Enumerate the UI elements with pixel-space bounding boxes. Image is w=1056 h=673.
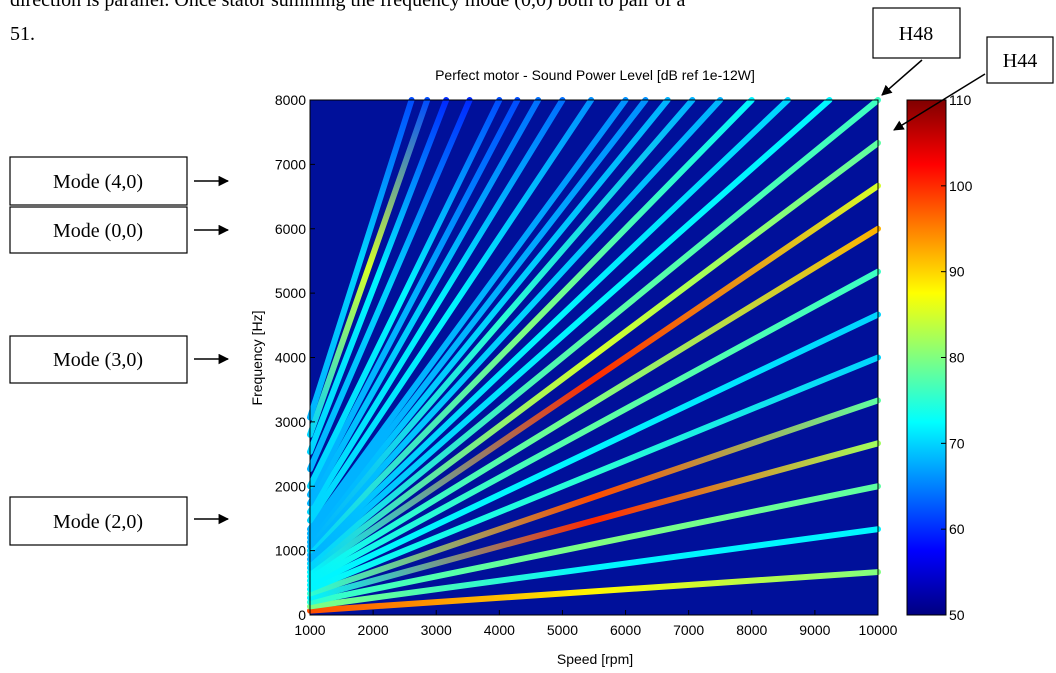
order-line <box>307 97 629 533</box>
document-text: direction is parallel. Once stator summi… <box>10 0 685 11</box>
colorbar-tick-label: 80 <box>949 350 965 366</box>
order-line <box>307 97 473 473</box>
y-axis-label: Frequency [Hz] <box>249 311 265 406</box>
annotation-box <box>9 206 188 254</box>
chart-title: Perfect motor - Sound Power Level [dB re… <box>435 67 755 83</box>
order-line <box>307 97 755 554</box>
annotation: H48 <box>899 23 933 45</box>
x-tick-label: 1000 <box>294 622 325 638</box>
y-tick-label: 4000 <box>275 350 306 366</box>
y-tick-label: 0 <box>298 607 306 623</box>
annotations: Mode (4,0) Mode (0,0) Mode (3,0) Mode (2… <box>9 7 1054 546</box>
order-line <box>307 97 521 498</box>
y-tick-label: 5000 <box>275 285 306 301</box>
order-line <box>307 440 881 601</box>
order-line <box>307 97 881 567</box>
order-line <box>307 97 833 563</box>
order-line <box>307 97 671 541</box>
colorbar-tick-label: 50 <box>949 607 965 623</box>
annotation: Mode (3,0) <box>53 349 143 371</box>
lines <box>307 97 881 614</box>
annotation-box <box>986 36 1054 84</box>
order-line <box>307 182 881 576</box>
x-tick-label: 5000 <box>547 622 578 638</box>
x-tick-label: 10000 <box>859 622 898 638</box>
x-tick-label: 2000 <box>358 622 389 638</box>
order-line <box>307 97 542 507</box>
order-line <box>307 97 503 490</box>
order-line <box>307 311 881 588</box>
x-tick-label: 7000 <box>673 622 704 638</box>
y-tick-label: 7000 <box>275 156 306 172</box>
x-tick-label: 4000 <box>484 622 515 638</box>
y-tick-label: 2000 <box>275 478 306 494</box>
order-line <box>307 354 881 593</box>
x-tick-label: 6000 <box>610 622 641 638</box>
annotation-box <box>872 7 961 59</box>
order-line <box>307 526 881 610</box>
order-line <box>307 97 450 455</box>
order-line <box>307 97 696 546</box>
annotation-box <box>9 496 188 546</box>
colorbar: 50 60 70 80 90 100 110 <box>906 92 973 623</box>
x-axis-label: Speed [rpm] <box>557 651 633 667</box>
x-tick-label: 3000 <box>421 622 452 638</box>
document-text: 51. <box>10 23 35 45</box>
order-line <box>307 97 595 524</box>
annotation: Mode (4,0) <box>53 171 143 193</box>
x-tick-label: 9000 <box>799 622 830 638</box>
arrow <box>893 73 986 131</box>
order-line <box>307 483 881 606</box>
annotation: H44 <box>1003 50 1037 72</box>
x-tick-label: 8000 <box>736 622 767 638</box>
colorbar-tick-label: 110 <box>949 92 972 108</box>
annotation: Mode (2,0) <box>53 511 143 533</box>
annotation-box <box>9 156 188 206</box>
y-tick-label: 8000 <box>275 92 306 108</box>
y-tick-label: 6000 <box>275 221 306 237</box>
colorbar-tick-label: 70 <box>949 435 965 451</box>
colorbar-tick-label: 60 <box>949 521 965 537</box>
order-line <box>307 97 566 515</box>
annotation: Mode (0,0) <box>53 220 143 242</box>
order-line <box>307 97 415 421</box>
order-line <box>307 97 724 550</box>
order-line <box>307 97 791 558</box>
order-line <box>307 225 881 580</box>
y-tick-label: 3000 <box>275 414 306 430</box>
order-line <box>307 397 881 597</box>
y-tick-label: 1000 <box>275 543 306 559</box>
colorbar-scale <box>906 99 947 616</box>
order-line <box>307 139 881 571</box>
colorbar-tick-label: 100 <box>949 178 973 194</box>
order-line <box>307 97 649 537</box>
order-line <box>307 268 881 584</box>
order-line <box>307 97 431 438</box>
order-line <box>307 569 881 614</box>
arrow <box>881 59 923 96</box>
colorbar-tick-label: 90 <box>949 264 965 280</box>
annotation-box <box>9 335 188 384</box>
